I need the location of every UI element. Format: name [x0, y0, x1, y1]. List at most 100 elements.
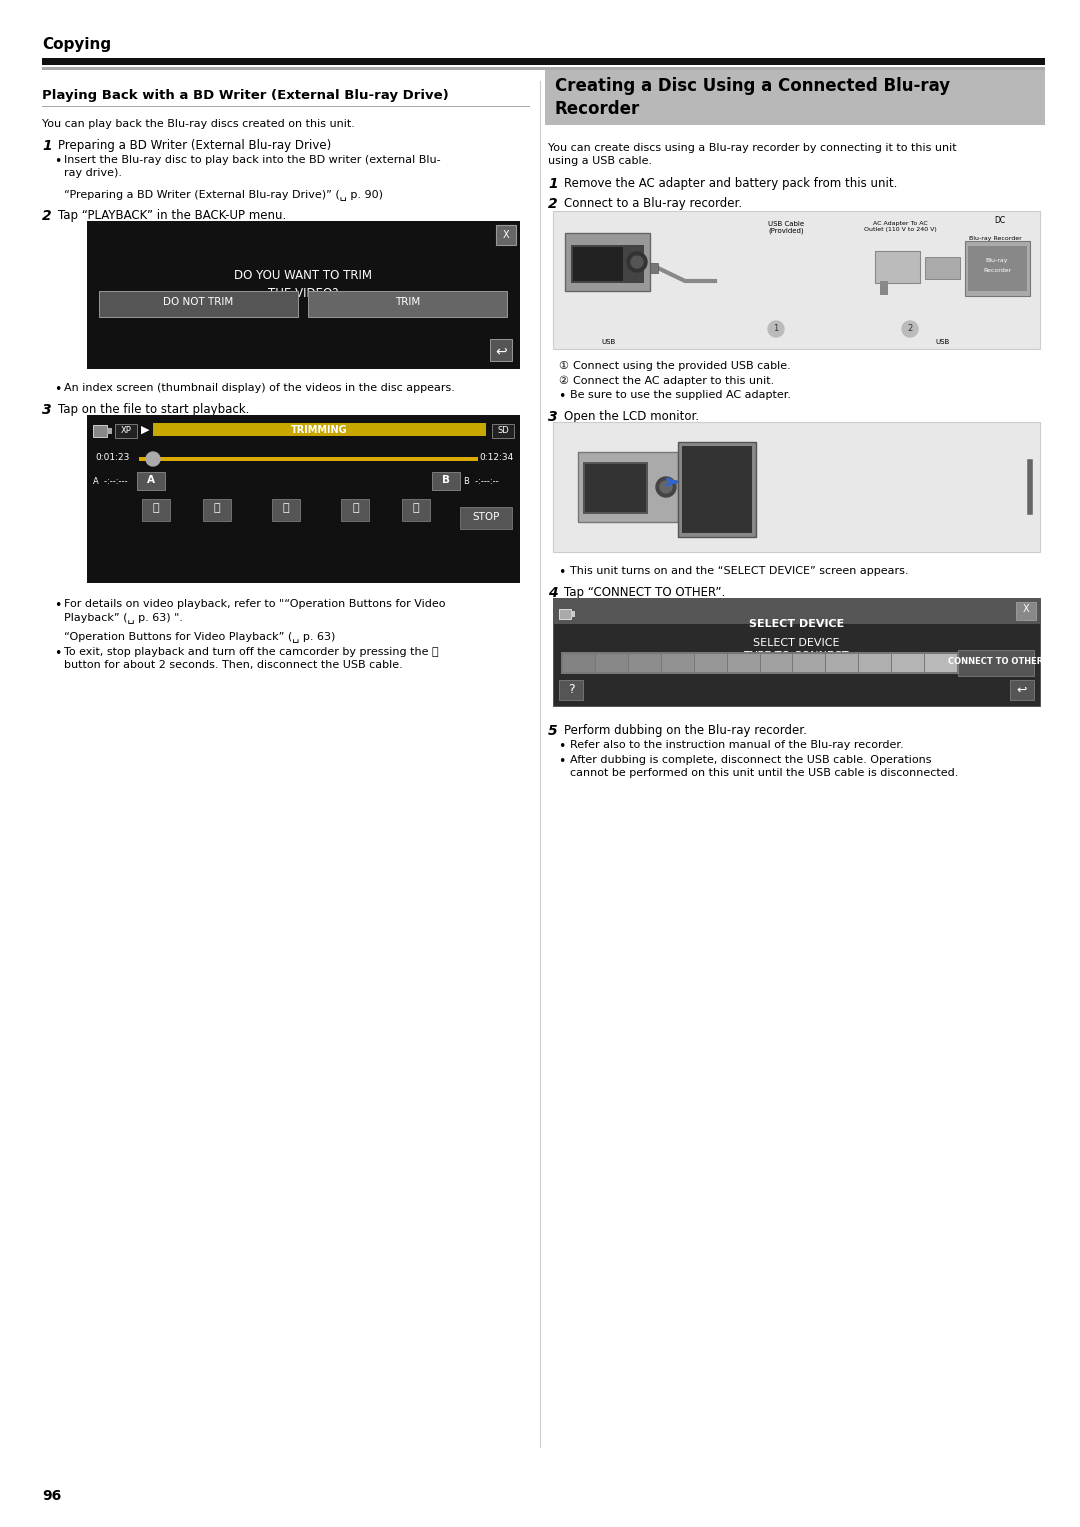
Bar	[966, 241, 1030, 296]
Circle shape	[146, 452, 160, 466]
Text: ②: ②	[558, 376, 568, 386]
Text: B: B	[442, 475, 450, 486]
Bar	[1016, 602, 1036, 620]
Bar	[341, 499, 369, 521]
Text: “Operation Buttons for Video Playback” (␣ p. 63): “Operation Buttons for Video Playback” (…	[64, 631, 336, 641]
Circle shape	[768, 321, 784, 337]
Text: USB Cable
(Provided): USB Cable (Provided)	[768, 221, 805, 235]
Bar	[596, 654, 627, 672]
Bar	[153, 423, 486, 437]
Text: •: •	[558, 389, 565, 403]
Text: Be sure to use the supplied AC adapter.: Be sure to use the supplied AC adapter.	[570, 389, 791, 400]
Bar	[585, 464, 646, 512]
Text: STOP: STOP	[472, 512, 500, 522]
Bar	[143, 499, 171, 521]
Text: You can play back the Blu-ray discs created on this unit.: You can play back the Blu-ray discs crea…	[42, 119, 355, 128]
Bar	[794, 654, 825, 672]
Bar	[760, 654, 793, 672]
Bar	[892, 654, 924, 672]
Text: 1: 1	[548, 177, 557, 191]
Text: DC: DC	[995, 215, 1005, 224]
Bar	[561, 652, 960, 673]
Bar	[553, 211, 1040, 350]
Bar	[629, 654, 661, 672]
Text: AC Adapter To AC
Outlet (110 V to 240 V): AC Adapter To AC Outlet (110 V to 240 V)	[864, 221, 936, 232]
Bar	[563, 654, 595, 672]
Bar	[496, 224, 516, 244]
Circle shape	[656, 476, 676, 496]
Bar	[203, 499, 231, 521]
Text: For details on video playback, refer to "“Operation Buttons for Video
Playback” : For details on video playback, refer to …	[64, 599, 446, 623]
Text: SELECT DEVICE: SELECT DEVICE	[748, 618, 845, 629]
Text: X: X	[1023, 605, 1029, 614]
Bar	[545, 70, 1045, 125]
Text: 3: 3	[42, 403, 52, 417]
Bar	[308, 292, 507, 318]
Bar	[137, 472, 165, 490]
Text: ①: ①	[558, 360, 568, 371]
Bar	[559, 609, 571, 618]
Text: •: •	[558, 567, 565, 579]
Bar	[553, 599, 1040, 705]
Text: ⏸: ⏸	[283, 502, 289, 513]
Bar	[583, 463, 648, 515]
Text: 1: 1	[773, 324, 779, 333]
Circle shape	[627, 252, 647, 272]
Text: Tap on the file to start playback.: Tap on the file to start playback.	[58, 403, 249, 415]
Bar	[565, 234, 650, 292]
Bar	[42, 67, 1045, 70]
Bar	[460, 507, 512, 528]
Text: 96: 96	[42, 1489, 62, 1503]
Text: An index screen (thumbnail display) of the videos in the disc appears.: An index screen (thumbnail display) of t…	[64, 383, 455, 392]
Text: Copying: Copying	[42, 37, 111, 52]
Bar	[926, 654, 957, 672]
Text: Refer also to the instruction manual of the Blu-ray recorder.: Refer also to the instruction manual of …	[570, 741, 904, 750]
Text: 1: 1	[42, 139, 52, 153]
Bar	[490, 339, 512, 360]
Text: Tap “CONNECT TO OTHER”.: Tap “CONNECT TO OTHER”.	[564, 586, 726, 599]
Bar	[826, 654, 859, 672]
Text: Playing Back with a BD Writer (External Blu-ray Drive): Playing Back with a BD Writer (External …	[42, 89, 449, 102]
Text: Tap “PLAYBACK” in the BACK-UP menu.: Tap “PLAYBACK” in the BACK-UP menu.	[58, 209, 286, 221]
Text: This unit turns on and the “SELECT DEVICE” screen appears.: This unit turns on and the “SELECT DEVIC…	[570, 567, 908, 576]
Bar	[728, 654, 759, 672]
Bar	[578, 452, 678, 522]
Text: •: •	[558, 741, 565, 753]
Text: •: •	[54, 647, 62, 660]
Text: DO YOU WANT TO TRIM
THE VIDEO?: DO YOU WANT TO TRIM THE VIDEO?	[234, 269, 373, 299]
Text: Open the LCD monitor.: Open the LCD monitor.	[564, 411, 699, 423]
Text: Blu-ray Recorder: Blu-ray Recorder	[969, 237, 1022, 241]
Text: 2: 2	[42, 209, 52, 223]
Text: 0:12:34: 0:12:34	[480, 454, 514, 463]
Bar	[93, 425, 107, 437]
Text: ↩: ↩	[1016, 684, 1027, 696]
Bar	[492, 425, 514, 438]
Bar	[553, 599, 1040, 625]
Bar	[114, 425, 137, 438]
Bar	[662, 654, 693, 672]
Bar	[87, 221, 519, 370]
Bar	[139, 457, 478, 461]
Text: After dubbing is complete, disconnect the USB cable. Operations
cannot be perfor: After dubbing is complete, disconnect th…	[570, 754, 958, 777]
Bar	[860, 654, 891, 672]
Text: Connect using the provided USB cable.: Connect using the provided USB cable.	[573, 360, 791, 371]
Text: B  -:---:--: B -:---:--	[464, 476, 499, 486]
Circle shape	[902, 321, 918, 337]
Bar	[559, 680, 583, 699]
Text: •: •	[54, 383, 62, 395]
Text: “Preparing a BD Writer (External Blu-ray Drive)” (␣ p. 90): “Preparing a BD Writer (External Blu-ray…	[64, 189, 383, 200]
Bar	[87, 415, 519, 583]
Bar	[880, 281, 888, 295]
Text: 4: 4	[548, 586, 557, 600]
Text: Insert the Blu-ray disc to play back into the BD writer (external Blu-
ray drive: Insert the Blu-ray disc to play back int…	[64, 156, 441, 177]
Bar	[553, 421, 1040, 551]
Text: DO NOT TRIM: DO NOT TRIM	[163, 296, 233, 307]
Text: TRIMMING: TRIMMING	[292, 425, 348, 435]
Text: You can create discs using a Blu-ray recorder by connecting it to this unit
usin: You can create discs using a Blu-ray rec…	[548, 144, 957, 166]
Bar	[968, 246, 1027, 292]
Text: ⏪: ⏪	[214, 502, 220, 513]
Bar	[678, 441, 756, 538]
Bar	[681, 446, 752, 533]
Text: Preparing a BD Writer (External Blu-ray Drive): Preparing a BD Writer (External Blu-ray …	[58, 139, 332, 153]
Text: X: X	[502, 231, 510, 240]
